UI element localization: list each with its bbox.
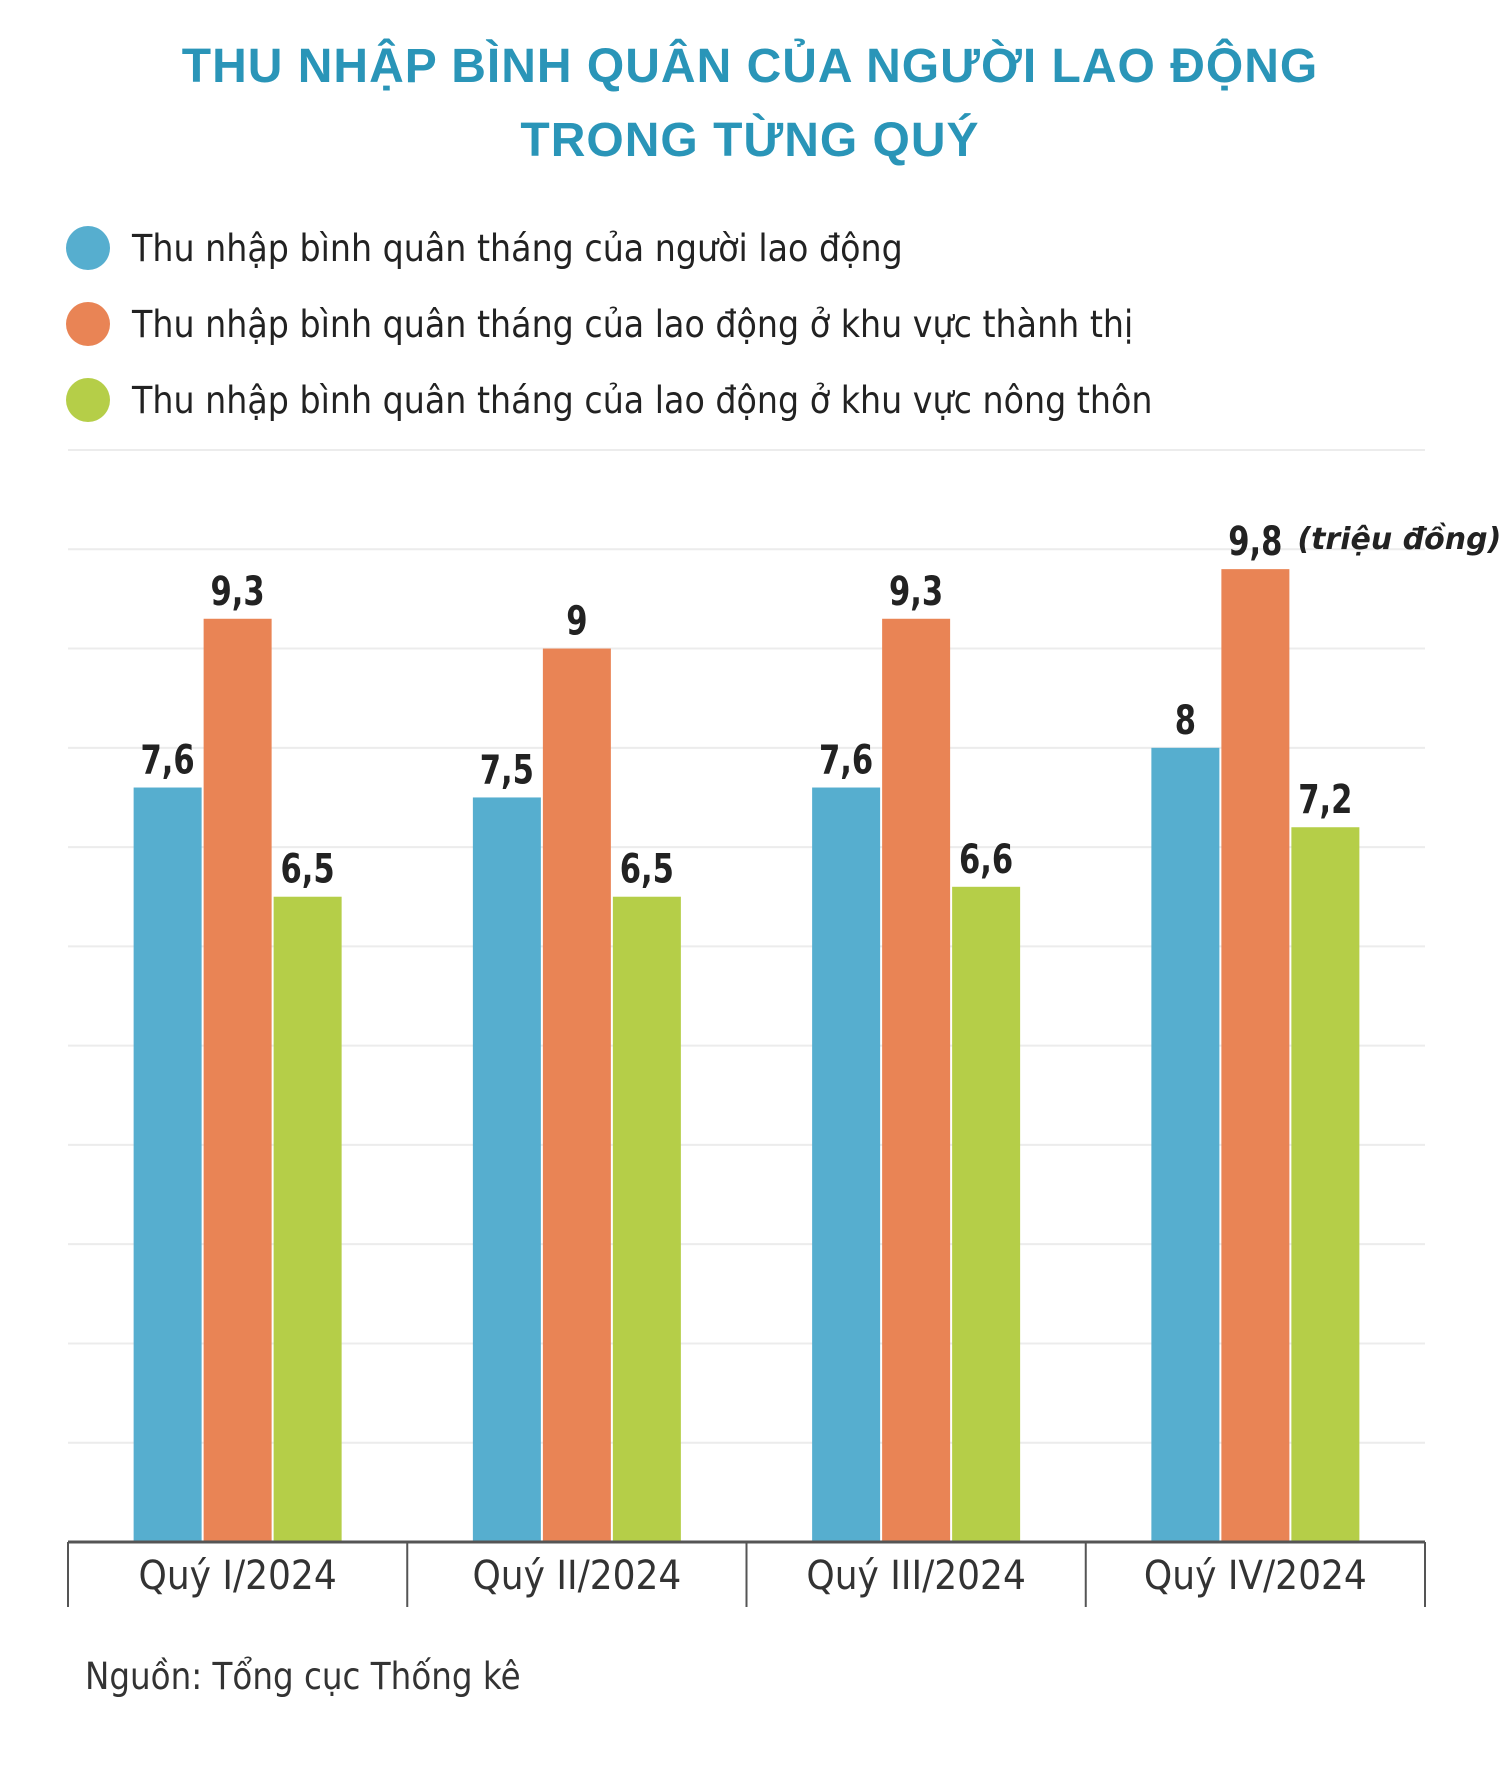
legend-swatch-overall xyxy=(66,226,110,270)
legend-swatch-rural xyxy=(66,378,110,422)
category-label: Quý III/2024 xyxy=(806,1552,1025,1598)
data-label: 6,5 xyxy=(620,846,674,892)
legend-swatch-urban xyxy=(66,302,110,346)
data-label: 7,6 xyxy=(141,737,195,783)
bar-chart: 7,6 9,3 6,5 Quý I/2024 7,5 9 6,5 Quý II/2024 7,6… xyxy=(67,449,1500,1607)
bar xyxy=(472,797,541,1542)
chart-title: THU NHẬP BÌNH QUÂN CỦA NGƯỜI LAO ĐỘNG TR… xyxy=(0,30,1500,178)
unit-label: (triệu đồng) xyxy=(1297,522,1500,557)
bar xyxy=(1291,827,1360,1542)
bar xyxy=(273,896,342,1542)
data-label: 9,3 xyxy=(211,568,265,614)
bar xyxy=(203,618,272,1542)
category-label: Quý II/2024 xyxy=(472,1552,681,1598)
legend-label-rural: Thu nhập bình quân tháng của lao động ở … xyxy=(132,378,1153,422)
legend-item-rural: Thu nhập bình quân tháng của lao động ở … xyxy=(66,362,1266,438)
bar xyxy=(612,896,681,1542)
title-line-1: THU NHẬP BÌNH QUÂN CỦA NGƯỜI LAO ĐỘNG xyxy=(181,40,1319,93)
legend-item-overall: Thu nhập bình quân tháng của người lao đ… xyxy=(66,210,1266,286)
title-line-2: TRONG TỪNG QUÝ xyxy=(520,114,980,167)
bar xyxy=(812,787,881,1542)
data-label: 8 xyxy=(1175,697,1196,743)
data-label: 7,6 xyxy=(819,737,873,783)
bar xyxy=(882,618,951,1542)
bar xyxy=(1221,569,1290,1542)
bar xyxy=(133,787,202,1542)
data-label: 6,6 xyxy=(959,836,1013,882)
data-label: 9,8 xyxy=(1228,518,1282,564)
legend: Thu nhập bình quân tháng của người lao đ… xyxy=(66,210,1266,438)
bar xyxy=(952,886,1021,1542)
data-label: 7,2 xyxy=(1298,777,1352,823)
data-label: 9 xyxy=(566,598,587,644)
category-label: Quý I/2024 xyxy=(139,1552,337,1598)
source-note: Nguồn: Tổng cục Thống kê xyxy=(85,1655,521,1698)
data-label: 7,5 xyxy=(480,747,534,793)
bar xyxy=(1151,747,1220,1542)
bar xyxy=(542,648,611,1542)
legend-item-urban: Thu nhập bình quân tháng của lao động ở … xyxy=(66,286,1266,362)
category-label: Quý IV/2024 xyxy=(1144,1552,1367,1598)
data-label: 9,3 xyxy=(889,568,943,614)
legend-label-overall: Thu nhập bình quân tháng của người lao đ… xyxy=(132,226,903,270)
legend-label-urban: Thu nhập bình quân tháng của lao động ở … xyxy=(132,302,1134,346)
data-label: 6,5 xyxy=(281,846,335,892)
